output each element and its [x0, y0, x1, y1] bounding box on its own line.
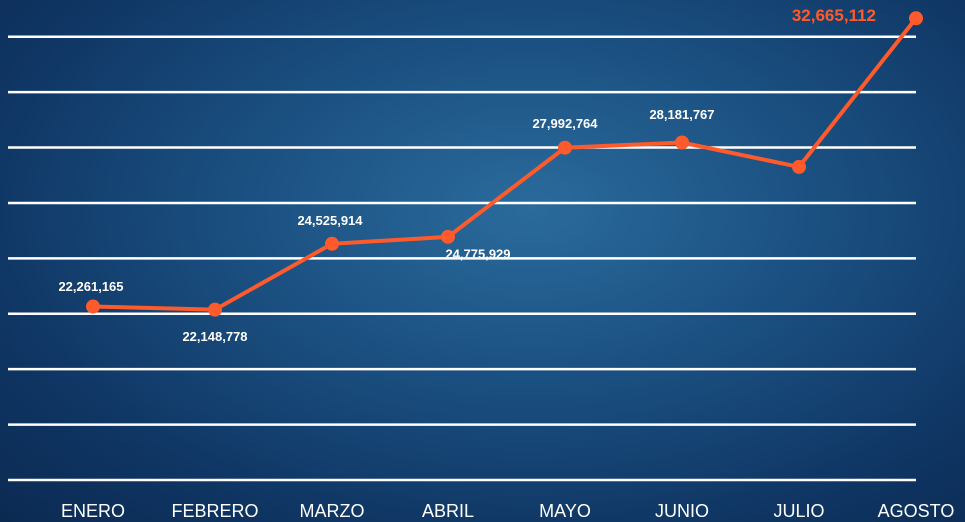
point	[441, 229, 455, 244]
x-tick-label: JUNIO	[655, 501, 709, 521]
x-tick-label: AGOSTO	[878, 501, 955, 521]
x-tick-label: MAYO	[539, 501, 591, 521]
point	[208, 302, 222, 317]
line	[92, 17, 918, 312]
point	[792, 159, 806, 174]
point	[325, 236, 339, 251]
data-label: 32,665,112	[792, 6, 876, 25]
x-tick-label: ABRIL	[422, 501, 474, 521]
point	[558, 140, 572, 155]
data-label: 28,181,767	[649, 107, 714, 122]
data-label: 27,992,764	[532, 116, 598, 131]
x-tick-label: FEBRERO	[171, 501, 258, 521]
point	[86, 299, 100, 314]
point	[909, 11, 923, 26]
data-label: 22,148,778	[182, 329, 247, 344]
point	[675, 135, 689, 150]
data-label: 24,775,929	[445, 246, 510, 261]
x-tick-label: ENERO	[61, 501, 125, 521]
x-tick-label: JULIO	[773, 501, 824, 521]
x-tick-label: MARZO	[300, 501, 365, 521]
data-label: 24,525,914	[297, 213, 363, 228]
data-label: 22,261,165	[58, 279, 123, 294]
